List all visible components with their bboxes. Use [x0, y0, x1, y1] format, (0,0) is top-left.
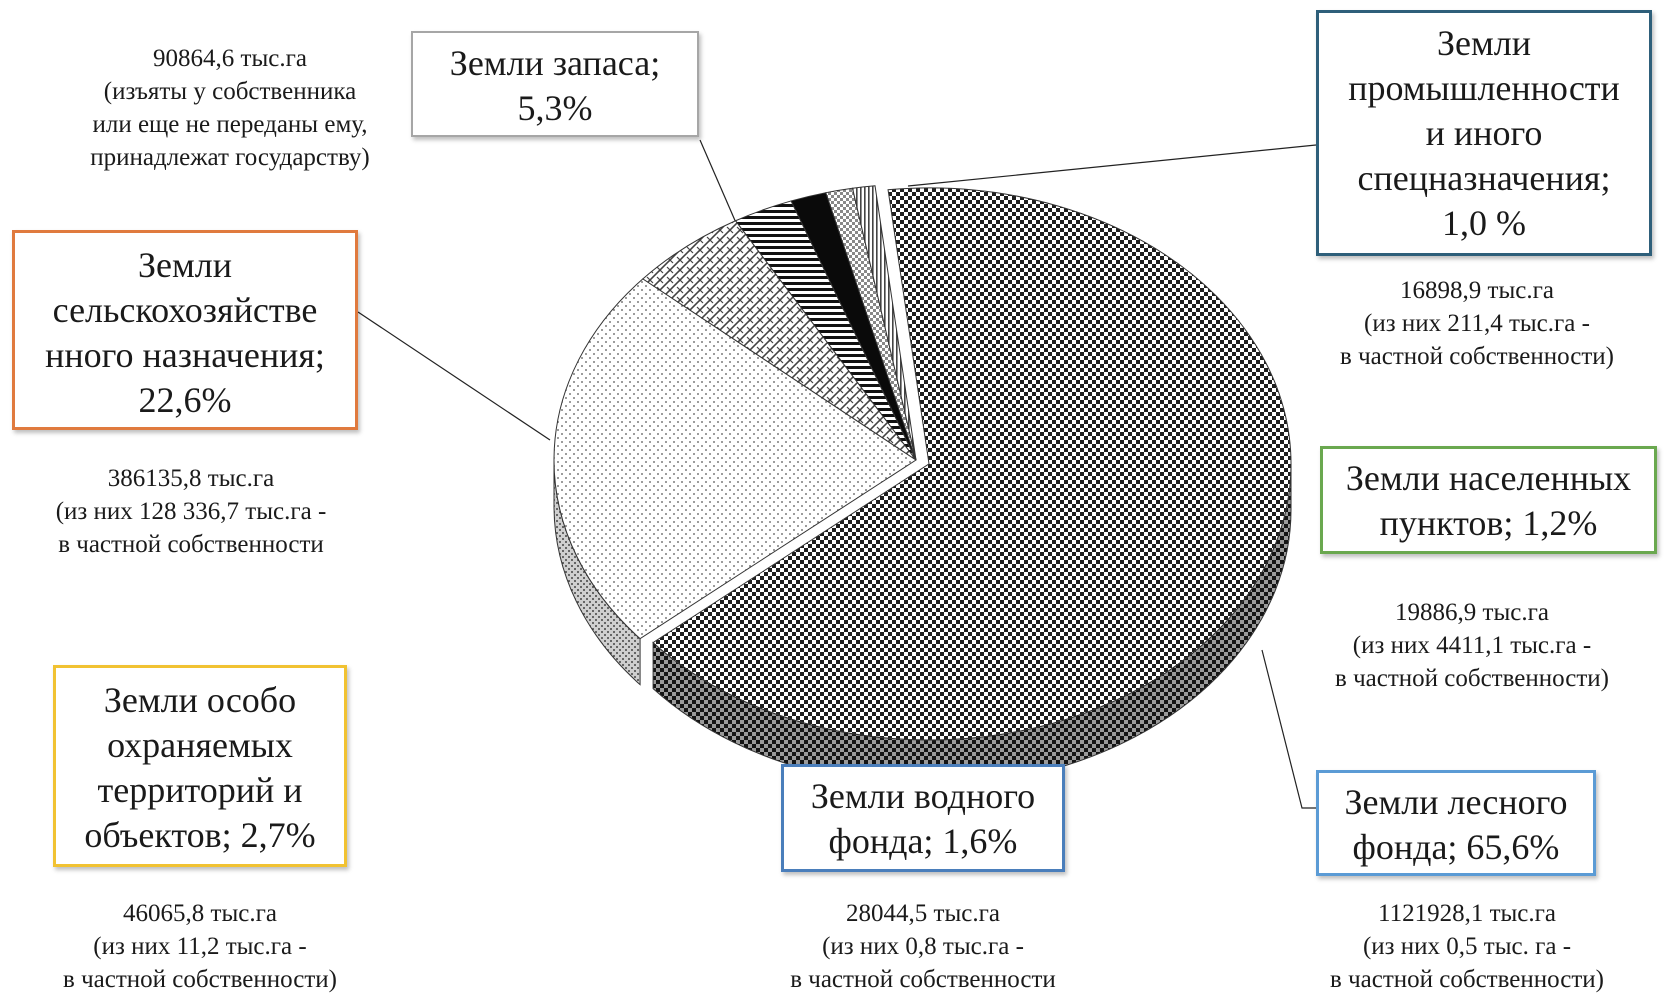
note-line: (из них 11,2 тыс.га -	[93, 933, 307, 960]
label-settlements: Земли населенных пунктов; 1,2%	[1320, 446, 1657, 554]
note-line: в частной собственности)	[1335, 665, 1609, 692]
label-industry: Земли промышленности и иного спецназначе…	[1316, 10, 1652, 256]
leader-line-agri	[357, 311, 551, 441]
note-water: 28044,5 тыс.га (из них 0,8 тыс.га - в ча…	[728, 897, 1118, 996]
note-line: 16898,9 тыс.га	[1400, 277, 1554, 304]
note-line: в частной собственности	[790, 966, 1056, 993]
note-agriculture: 386135,8 тыс.га (из них 128 336,7 тыс.га…	[6, 462, 376, 561]
label-line: 1,0 %	[1442, 203, 1526, 243]
label-line: пунктов; 1,2%	[1379, 503, 1598, 543]
note-line: 28044,5 тыс.га	[846, 900, 1000, 927]
note-line: 386135,8 тыс.га	[107, 465, 275, 492]
note-settlements: 19886,9 тыс.га (из них 4411,1 тыс.га - в…	[1282, 596, 1662, 695]
label-line: нного назначения;	[45, 335, 325, 375]
note-line: в частной собственности)	[1330, 966, 1604, 993]
label-line: спецназначения;	[1357, 158, 1611, 198]
label-protected-areas: Земли особо охраняемых территорий и объе…	[53, 665, 347, 867]
leader-line-reserve	[699, 139, 741, 233]
label-line: охраняемых	[107, 725, 293, 765]
label-line: Земли населенных	[1345, 458, 1632, 498]
note-line: 1121928,1 тыс.га	[1378, 900, 1556, 927]
leader-lines	[357, 139, 1317, 809]
label-reserve: Земли запаса; 5,3%	[411, 31, 699, 137]
note-reserve: 90864,6 тыс.га (изъяты у собственника ил…	[40, 42, 420, 174]
label-line: Земли запаса;	[449, 43, 661, 83]
label-line: промышленности	[1348, 68, 1620, 108]
note-line: принадлежат государству)	[90, 144, 370, 171]
note-line: 90864,6 тыс.га	[153, 45, 307, 72]
note-line: в частной собственности)	[1340, 343, 1614, 370]
pie-slice-agri	[553, 278, 917, 640]
note-line: 19886,9 тыс.га	[1395, 599, 1549, 626]
note-forest: 1121928,1 тыс.га (из них 0,5 тыс. га - в…	[1272, 897, 1662, 996]
label-line: Земли особо	[103, 680, 297, 720]
label-line: Земли водного	[810, 776, 1036, 816]
label-forest: Земли лесного фонда; 65,6%	[1316, 770, 1596, 876]
label-line: фонда; 1,6%	[828, 821, 1018, 861]
note-protected: 46065,8 тыс.га (из них 11,2 тыс.га - в ч…	[20, 897, 380, 996]
note-line: или еще не переданы ему,	[92, 111, 368, 138]
pie-slice-industry	[851, 185, 917, 461]
note-line: в частной собственности	[58, 531, 324, 558]
label-line: Земли	[1436, 23, 1532, 63]
label-line: сельскохозяйстве	[52, 290, 318, 330]
note-industry: 16898,9 тыс.га (из них 211,4 тыс.га - в …	[1292, 274, 1662, 373]
label-line: фонда; 65,6%	[1352, 827, 1560, 867]
leader-line-industry	[907, 144, 1317, 187]
note-line: (из них 128 336,7 тыс.га -	[55, 498, 327, 525]
leader-line-forest	[1261, 649, 1316, 809]
note-line: (из них 211,4 тыс.га -	[1364, 310, 1590, 337]
note-line: (из них 0,8 тыс.га -	[822, 933, 1024, 960]
label-line: территорий и	[97, 770, 303, 810]
label-water: Земли водного фонда; 1,6%	[781, 764, 1065, 872]
label-line: Земли	[137, 245, 233, 285]
note-line: (изъяты у собственника	[103, 78, 357, 105]
label-line: 22,6%	[138, 380, 232, 420]
pie-slice-forest	[652, 187, 1292, 741]
label-line: Земли лесного	[1344, 782, 1568, 822]
note-line: (из них 4411,1 тыс.га -	[1352, 632, 1592, 659]
label-line: объектов; 2,7%	[84, 815, 316, 855]
label-line: 5,3%	[517, 88, 593, 128]
note-line: в частной собственности)	[63, 966, 337, 993]
pie-slices	[553, 185, 1292, 741]
label-agriculture: Земли сельскохозяйстве нного назначения;…	[12, 230, 358, 430]
note-line: (из них 0,5 тыс. га -	[1362, 933, 1572, 960]
label-line: и иного	[1425, 113, 1543, 153]
note-line: 46065,8 тыс.га	[123, 900, 277, 927]
